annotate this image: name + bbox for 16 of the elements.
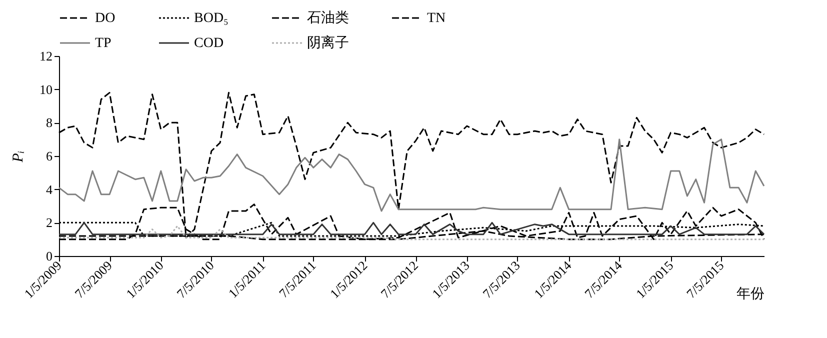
legend-label: TN: [427, 11, 446, 26]
y-tick-label: 12: [40, 48, 52, 64]
legend-label: 石油类: [307, 10, 349, 26]
y-tick-label: 8: [46, 115, 52, 130]
x-axis-title: 年份: [736, 286, 764, 302]
legend-label: DO: [95, 11, 116, 26]
y-tick-label: 0: [46, 248, 52, 264]
y-tick-label: 2: [46, 215, 52, 230]
y-tick-label: 6: [46, 148, 53, 164]
legend-label: TP: [95, 36, 112, 51]
legend-label: COD: [194, 36, 224, 51]
y-axis-title: Pᵢ: [10, 150, 26, 164]
legend-label: 阴离子: [307, 35, 349, 51]
y-tick-label: 10: [40, 82, 52, 97]
legend-label: BOD₅: [194, 11, 229, 26]
y-tick-label: 4: [46, 182, 53, 197]
